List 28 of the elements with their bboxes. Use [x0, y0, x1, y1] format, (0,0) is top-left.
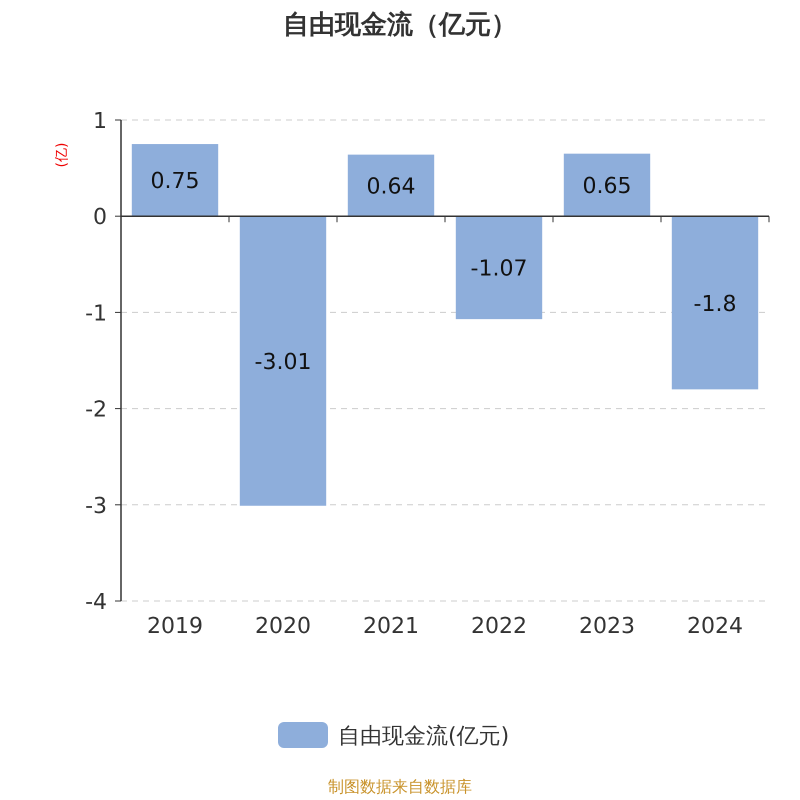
x-tick-label: 2024 — [687, 614, 743, 639]
bar — [240, 216, 326, 506]
bar — [348, 154, 434, 216]
y-tick-label: -2 — [85, 398, 107, 423]
x-tick-label: 2022 — [471, 614, 527, 639]
y-tick-label: 1 — [93, 109, 107, 134]
x-tick-label: 2020 — [255, 614, 311, 639]
y-axis-title: (亿) — [54, 142, 70, 168]
text: 制图数据来自数据库 — [328, 777, 472, 796]
data-label: 0.75 — [150, 169, 200, 194]
y-tick-label: -3 — [85, 494, 107, 519]
x-tick-label: 2019 — [147, 614, 203, 639]
bar — [456, 216, 542, 320]
bar — [132, 144, 218, 216]
data-label: -1.07 — [470, 256, 528, 282]
chart-title: 自由现金流（亿元） — [283, 10, 517, 40]
bar — [672, 216, 758, 390]
data-label: 0.65 — [582, 174, 632, 199]
legend-label: 自由现金流(亿元) — [338, 724, 510, 749]
x-tick-label: 2023 — [579, 614, 635, 639]
bar — [564, 154, 650, 216]
data-label: -3.01 — [254, 350, 312, 375]
data-label: 0.64 — [366, 174, 416, 200]
y-tick-label: 0 — [93, 205, 107, 230]
y-tick-label: -4 — [85, 590, 107, 615]
x-tick-label: 2021 — [363, 614, 419, 639]
y-tick-label: -1 — [85, 301, 107, 326]
data-label: -1.8 — [694, 292, 736, 317]
